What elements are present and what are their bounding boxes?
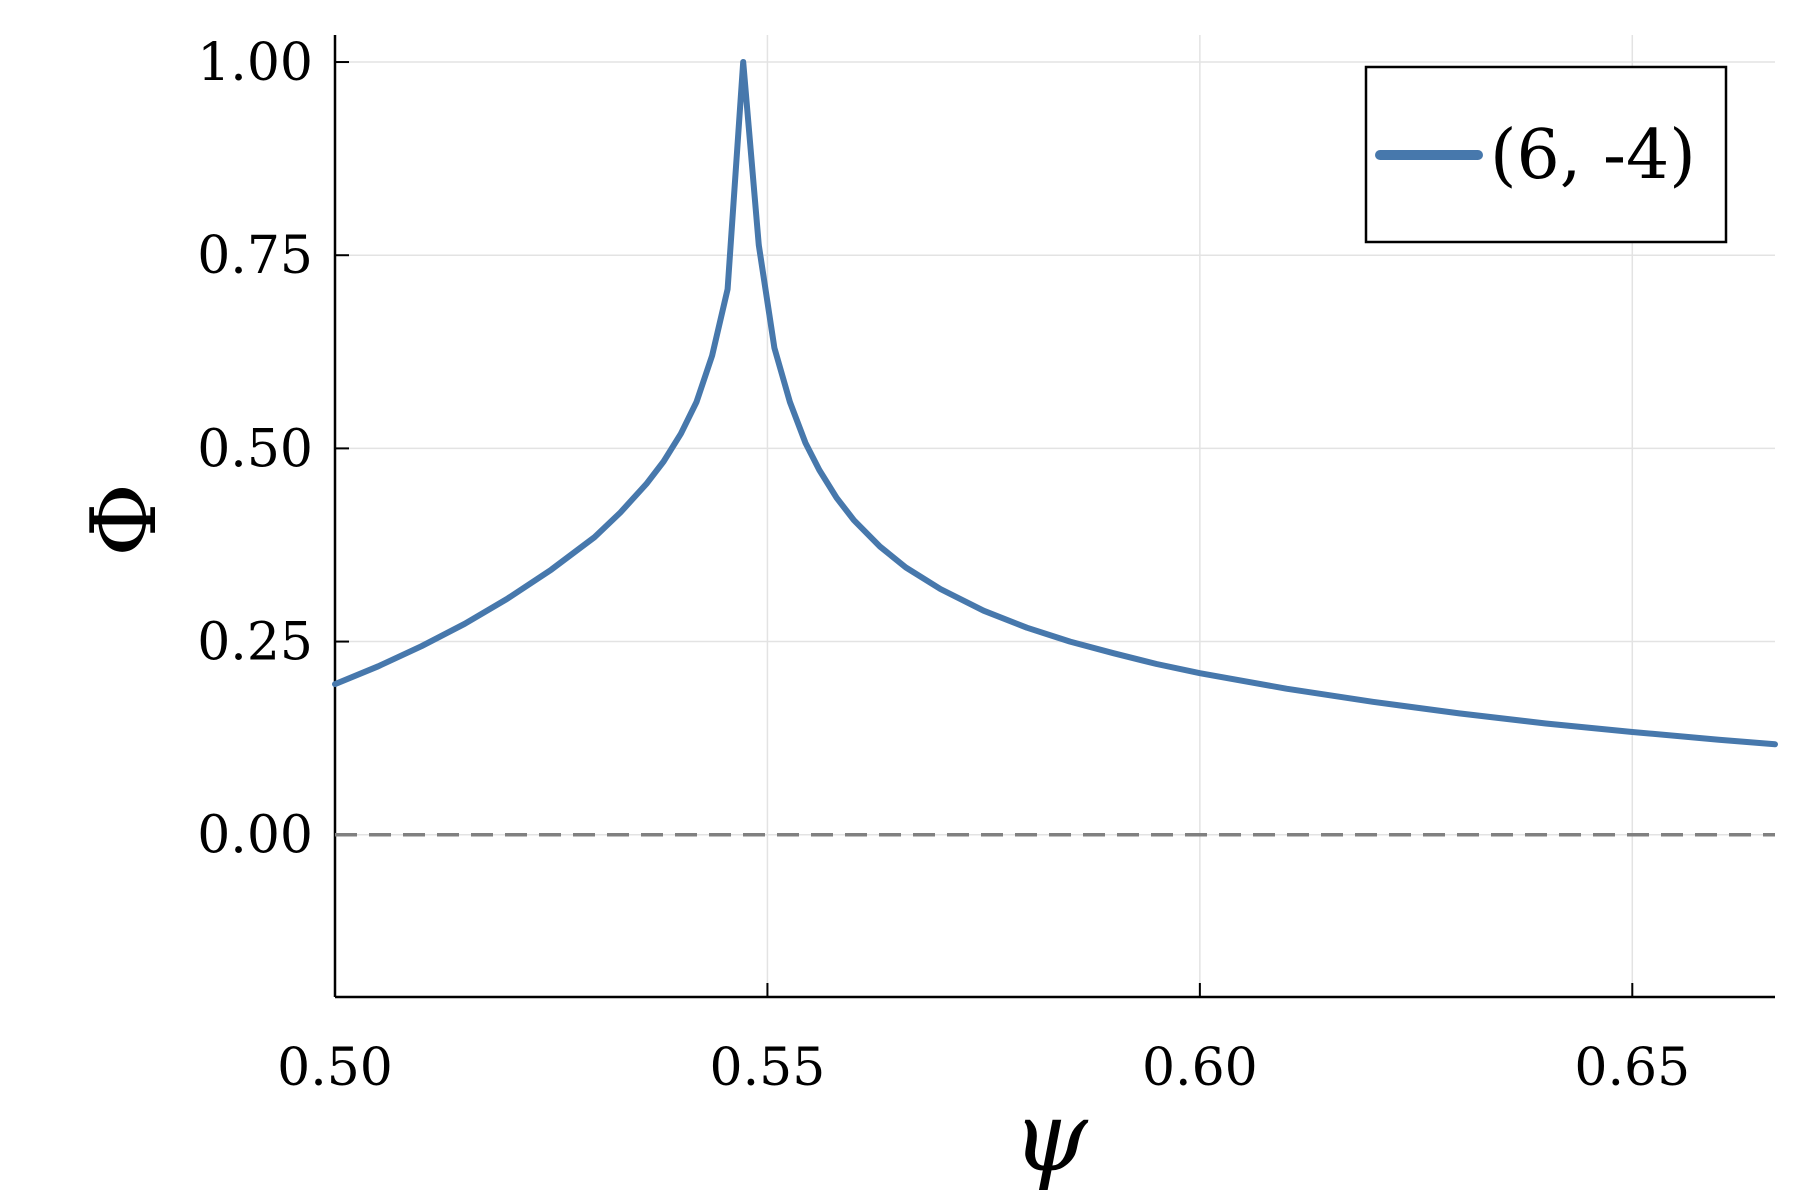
x-tick-label: 0.50 bbox=[277, 1038, 393, 1098]
x-tick-label: 0.65 bbox=[1574, 1038, 1690, 1098]
y-tick-label: 0.75 bbox=[197, 226, 313, 286]
series-layer bbox=[332, 59, 1778, 748]
series-line bbox=[332, 59, 1778, 748]
tick-labels: 0.00 0.25 0.50 0.75 1.00 0.50 0.55 0.60 0.65 bbox=[197, 33, 1690, 1098]
x-axis-title: ψ bbox=[1012, 1081, 1089, 1193]
y-axis-title: Φ bbox=[72, 483, 177, 557]
x-tick-label: 0.55 bbox=[710, 1038, 826, 1098]
legend-label: (6, -4) bbox=[1490, 116, 1696, 195]
legend: (6, -4) bbox=[1364, 65, 1728, 244]
y-tick-label: 0.25 bbox=[197, 613, 313, 673]
y-tick-label: 1.00 bbox=[197, 33, 313, 93]
y-tick-label: 0.00 bbox=[197, 806, 313, 866]
y-tick-label: 0.50 bbox=[197, 419, 313, 479]
x-tick-label: 0.60 bbox=[1142, 1038, 1258, 1098]
